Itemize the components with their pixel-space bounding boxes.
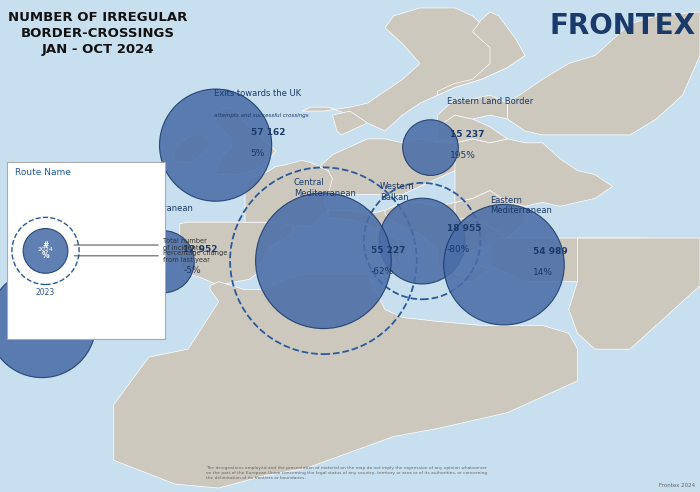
Text: Frontex 2024: Frontex 2024 (659, 483, 695, 488)
Ellipse shape (160, 89, 272, 201)
Polygon shape (332, 111, 368, 135)
Polygon shape (568, 238, 700, 349)
Ellipse shape (256, 193, 391, 329)
Polygon shape (455, 190, 525, 238)
Text: Eastern
Mediterranean: Eastern Mediterranean (490, 196, 552, 215)
Text: 15 237: 15 237 (450, 130, 484, 139)
Text: %: % (42, 251, 49, 260)
Polygon shape (385, 198, 525, 282)
Text: 195%: 195% (450, 151, 476, 160)
Text: NUMBER OF IRREGULAR
BORDER-CROSSINGS
JAN - OCT 2024: NUMBER OF IRREGULAR BORDER-CROSSINGS JAN… (8, 11, 188, 56)
Text: Percentage change
from last year: Percentage change from last year (163, 250, 228, 263)
Polygon shape (372, 268, 398, 274)
Polygon shape (245, 160, 332, 226)
Text: attempts and successful crossings: attempts and successful crossings (214, 113, 308, 118)
Text: 14%: 14% (533, 268, 554, 277)
Polygon shape (302, 8, 525, 131)
Ellipse shape (444, 205, 564, 325)
Ellipse shape (0, 270, 96, 378)
Text: 55 227: 55 227 (371, 246, 405, 255)
Text: 2024: 2024 (38, 247, 53, 252)
Text: FRONTEX: FRONTEX (549, 12, 695, 40)
Ellipse shape (23, 228, 68, 274)
Text: 57 162: 57 162 (251, 128, 285, 137)
Text: 2023: 2023 (36, 288, 55, 298)
Text: 34 091: 34 091 (78, 308, 113, 316)
Polygon shape (214, 107, 276, 175)
Polygon shape (438, 12, 525, 95)
Text: Total number
of incidents: Total number of incidents (163, 238, 207, 250)
Polygon shape (455, 139, 612, 206)
Text: 18 955: 18 955 (447, 224, 481, 233)
Text: 54 989: 54 989 (533, 247, 568, 256)
Text: Eastern Land Border: Eastern Land Border (447, 97, 533, 106)
Polygon shape (179, 222, 293, 285)
Text: Central
Mediterranean: Central Mediterranean (294, 179, 356, 198)
Polygon shape (508, 12, 700, 135)
Text: The designations employed and the presentation of material on the map do not imp: The designations employed and the presen… (206, 466, 488, 480)
Text: 5%: 5% (251, 149, 265, 157)
Ellipse shape (379, 198, 465, 284)
Polygon shape (174, 135, 210, 163)
Polygon shape (490, 238, 648, 282)
Ellipse shape (402, 120, 458, 176)
Polygon shape (438, 115, 508, 143)
Text: Western
Balkan: Western Balkan (380, 183, 414, 202)
Ellipse shape (132, 231, 194, 293)
Text: Exits towards the UK: Exits towards the UK (214, 90, 300, 98)
Text: -5%: -5% (183, 266, 201, 275)
Text: -80%: -80% (447, 245, 470, 253)
Text: Route Name: Route Name (15, 168, 71, 177)
Text: 12 952: 12 952 (183, 245, 218, 254)
Polygon shape (328, 210, 407, 274)
Bar (7, 162, 164, 339)
Polygon shape (113, 274, 578, 488)
Polygon shape (319, 139, 472, 194)
Text: Western
African: Western African (18, 259, 52, 278)
Text: Western
Mediterranean: Western Mediterranean (132, 193, 193, 213)
Text: -62%: -62% (371, 267, 394, 276)
Text: #: # (42, 241, 49, 249)
Polygon shape (438, 95, 508, 127)
Text: 14%: 14% (78, 328, 99, 337)
